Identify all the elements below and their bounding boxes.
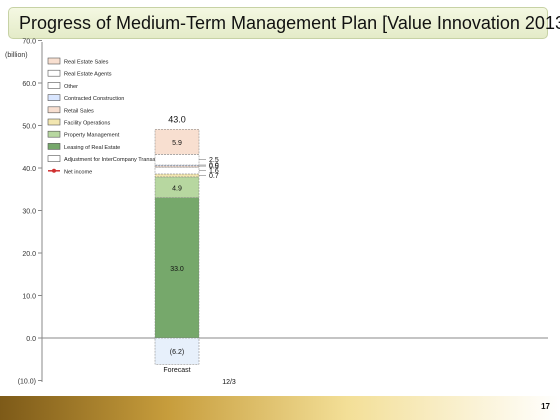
legend-swatch: [47, 118, 61, 126]
adjustment-label: (6.2): [170, 349, 184, 356]
y-tick-label: (10.0): [18, 379, 36, 386]
legend-label: Retail Sales: [64, 108, 94, 114]
legend-swatch: [47, 82, 61, 89]
segment-label: 1.6: [209, 168, 219, 175]
legend-swatch: [47, 155, 61, 162]
segment-label: 5.9: [172, 140, 182, 147]
legend-swatch: [47, 57, 61, 65]
y-tick-label: 20.0: [22, 251, 36, 258]
period-label: 12/3: [222, 379, 236, 386]
legend-swatch: [47, 130, 61, 138]
legend-label: Leasing of Real Estate: [64, 145, 120, 151]
bar-segment: [154, 166, 200, 175]
y-tick-label: 50.0: [22, 124, 36, 131]
y-tick-label: 0.0: [26, 336, 36, 343]
legend-label: Real Estate Agents: [64, 72, 112, 78]
category-label: Forecast: [163, 367, 190, 374]
legend-label: Contracted Construction: [64, 96, 124, 102]
footer-band: [0, 396, 560, 420]
segment-label: 4.9: [172, 185, 182, 192]
legend-swatch: [47, 143, 61, 150]
y-tick-label: 40.0: [22, 166, 36, 173]
bar-segment: [154, 173, 200, 178]
bar-segment: [154, 154, 200, 166]
page-title: Progress of Medium-Term Management Plan …: [19, 13, 560, 33]
segment-label: 33.0: [170, 266, 184, 273]
title-bar: Progress of Medium-Term Management Plan …: [8, 7, 560, 39]
segment-label: 0.0: [209, 163, 219, 170]
legend-label: Facility Operations: [64, 121, 111, 127]
legend-label: Property Management: [64, 133, 120, 139]
legend-label: Real Estate Sales: [64, 60, 109, 66]
legend-label: Net income: [64, 169, 92, 175]
y-axis-title: (billion): [5, 52, 28, 59]
legend-swatch: [47, 94, 61, 101]
segment-label: 2.5: [209, 157, 219, 164]
legend-label: Adjustment for InterCompany Transactions: [64, 157, 170, 163]
legend-swatch: [47, 69, 61, 77]
y-tick-label: 70.0: [22, 39, 36, 46]
segment-label: 0.7: [209, 173, 219, 180]
legend-label: Other: [64, 84, 78, 90]
bar-total-label: 43.0: [168, 114, 186, 124]
y-tick-label: 60.0: [22, 81, 36, 88]
bar-segment: [154, 129, 200, 155]
segment-label: 0.5: [209, 164, 219, 171]
adjustment-segment: [154, 337, 200, 365]
legend-swatch: [47, 106, 61, 114]
y-tick-label: 10.0: [22, 294, 36, 301]
y-tick-label: 30.0: [22, 209, 36, 216]
page-number: 17: [541, 402, 550, 411]
legend-marker: [52, 168, 56, 173]
